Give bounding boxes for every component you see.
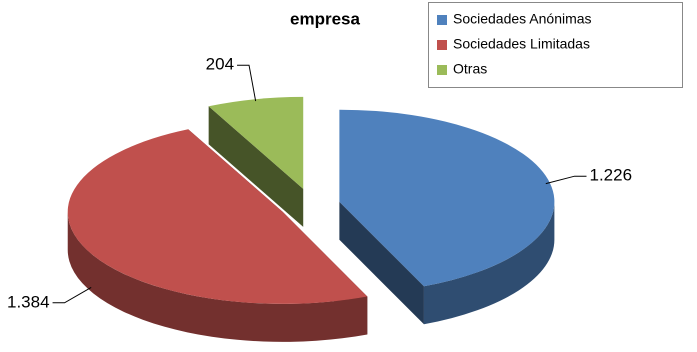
legend-label: Sociedades Limitadas [453,36,590,52]
slice-wall [339,201,424,325]
data-label: 1.226 [590,166,633,185]
leader-line [237,64,257,102]
slice [67,129,368,304]
leader-line [52,287,92,304]
data-label: 204 [206,55,234,74]
legend-swatch [437,65,447,75]
legend-swatch [437,15,447,25]
slice [339,109,555,287]
legend-label: Otras [453,61,487,77]
legend-box [428,2,683,88]
legend-swatch [437,40,447,50]
slice-side [67,211,368,342]
slice-wall [208,106,304,227]
slice [208,96,304,189]
slice-side [423,201,555,325]
legend-label: Sociedades Anónimas [453,11,592,27]
leader-line [545,175,587,185]
data-label: 1.384 [7,292,50,311]
chart-title: empresa [290,9,360,28]
